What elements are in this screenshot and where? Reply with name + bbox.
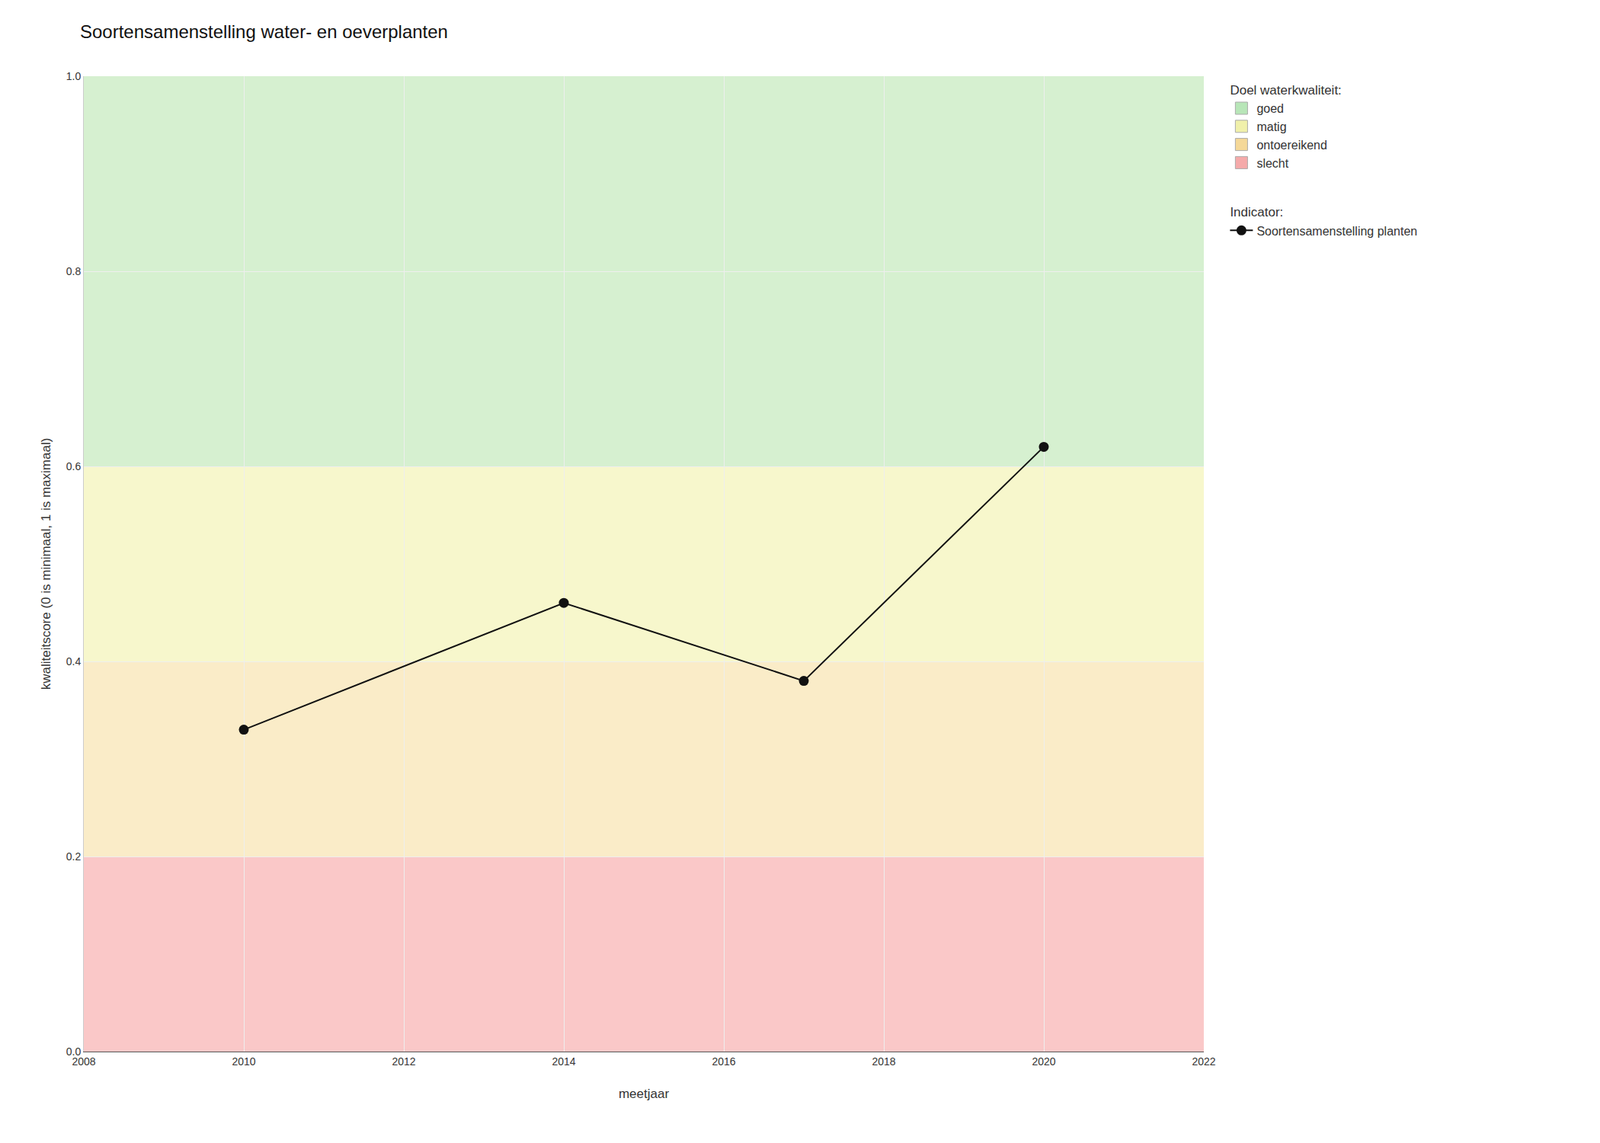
svg-text:2022: 2022 [1191, 1055, 1216, 1068]
svg-text:2016: 2016 [711, 1055, 736, 1068]
svg-text:2012: 2012 [391, 1055, 416, 1068]
svg-text:0.8: 0.8 [66, 265, 82, 278]
svg-text:0.0: 0.0 [66, 1045, 82, 1058]
svg-text:Indicator:: Indicator: [1229, 204, 1284, 220]
svg-text:matig: matig [1256, 120, 1287, 134]
svg-text:ontoereikend: ontoereikend [1256, 138, 1328, 152]
svg-text:0.4: 0.4 [66, 655, 82, 668]
svg-text:1.0: 1.0 [66, 70, 82, 83]
svg-text:2008: 2008 [71, 1055, 96, 1068]
svg-text:2014: 2014 [551, 1055, 576, 1068]
svg-text:kwaliteitscore (0 is minimaal,: kwaliteitscore (0 is minimaal, 1 is maxi… [38, 438, 54, 691]
svg-text:0.6: 0.6 [66, 460, 82, 473]
svg-text:Doel waterkwaliteit:: Doel waterkwaliteit: [1229, 83, 1341, 98]
svg-text:2010: 2010 [231, 1055, 256, 1068]
svg-text:slecht: slecht [1256, 156, 1289, 170]
svg-text:0.2: 0.2 [66, 850, 82, 863]
svg-text:meetjaar: meetjaar [618, 1086, 669, 1101]
svg-text:goed: goed [1256, 102, 1284, 116]
svg-text:2018: 2018 [871, 1055, 896, 1068]
svg-text:Soortensamenstelling water- en: Soortensamenstelling water- en oeverplan… [80, 21, 448, 42]
svg-text:Soortensamenstelling planten: Soortensamenstelling planten [1256, 224, 1418, 238]
svg-text:2020: 2020 [1031, 1055, 1056, 1068]
